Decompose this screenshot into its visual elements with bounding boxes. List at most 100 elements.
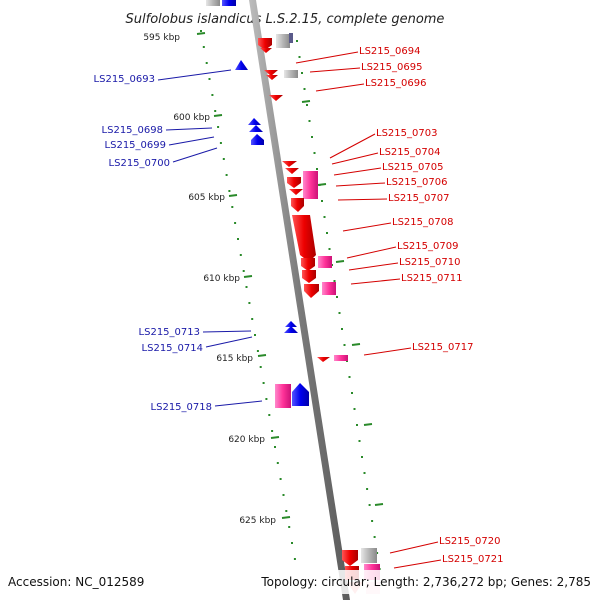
leader-line [315,83,365,92]
track-dot [268,414,271,416]
track-dot [288,526,291,528]
leader-line [363,347,412,356]
gene-arrow-reverse[interactable] [264,70,278,76]
leader-line [214,400,263,407]
gene-arrow-reverse[interactable] [258,38,272,50]
track-dot [356,424,358,426]
track-dot [225,174,228,176]
gene-feature[interactable] [275,384,291,408]
gene-arrow-reverse[interactable] [289,189,303,195]
gene-feature[interactable] [222,0,236,6]
tick-mark [363,423,373,426]
gene-label[interactable]: LS215_0714 [142,343,203,354]
gene-arrow-reverse[interactable] [260,48,272,53]
gene-label[interactable]: LS215_0710 [399,257,460,268]
gene-label[interactable]: LS215_0703 [376,128,437,139]
gene-feature[interactable] [284,70,298,78]
gene-feature[interactable] [361,548,377,563]
track-dot [219,142,222,144]
track-dot [298,56,301,58]
gene-label[interactable]: LS215_0706 [386,177,447,188]
tick-label: 615 kbp [216,354,253,364]
gene-arrow-reverse[interactable] [302,270,316,283]
gene-label[interactable]: LS215_0693 [94,74,155,85]
gene-arrow-forward[interactable] [249,125,263,132]
gene-feature[interactable] [318,256,332,268]
gene-label[interactable]: LS215_0705 [382,162,443,173]
track-dot [200,30,202,32]
track-dot [336,296,338,298]
tick-mark [335,260,345,263]
gene-arrow-reverse[interactable] [266,75,278,80]
tick-marks [196,32,384,519]
gene-feature[interactable] [206,0,220,6]
gene-arrow-reverse[interactable] [285,168,299,174]
gene-arrow-reverse[interactable] [287,177,301,188]
gene-label[interactable]: LS215_0708 [392,217,453,228]
gene-arrow-forward[interactable] [235,60,248,70]
gene-arrow-reverse[interactable] [269,95,283,101]
tick-mark [243,275,253,278]
gene-arrow-reverse[interactable] [304,284,319,298]
gene-label[interactable]: LS215_0709 [397,241,458,252]
track-dot [306,104,308,106]
gene-arrow-forward[interactable] [284,326,298,333]
gene-arrow-forward[interactable] [248,118,261,125]
gene-label[interactable]: LS215_0711 [401,273,462,284]
track-dot [276,462,279,464]
tick-mark [228,194,238,197]
track-dot [217,126,220,128]
gene-label[interactable]: LS215_0707 [388,193,449,204]
leader-line [342,222,392,232]
gene-feature[interactable] [334,355,348,361]
gene-label[interactable]: LS215_0718 [151,402,212,413]
track-dot [303,88,306,90]
track-dot [239,254,242,256]
gene-label[interactable]: LS215_0713 [139,327,200,338]
gene-arrow-reverse[interactable] [317,357,330,362]
tick-mark [351,343,361,346]
track-dot [301,72,303,74]
track-dot [231,206,234,208]
track-dot [274,446,276,448]
gene-label[interactable]: LS215_0717 [412,342,473,353]
gene-arrow-reverse[interactable] [292,215,316,262]
tick-label: 620 kbp [228,435,265,445]
track-dot [321,200,323,202]
leader-line [346,246,397,259]
gene-label[interactable]: LS215_0704 [379,147,440,158]
track-dot [214,110,217,112]
track-dot [279,478,282,480]
gene-feature[interactable] [303,171,318,199]
gene-label[interactable]: LS215_0721 [442,554,503,565]
gene-feature[interactable] [289,33,293,43]
track-dot [208,78,211,80]
track-dot [285,510,288,512]
leader-line [295,51,359,64]
reverse-gene-labels: LS215_0694 LS215_0695 LS215_0696 LS215_0… [359,46,503,565]
gene-label[interactable]: LS215_0720 [439,536,500,547]
gene-arrow-reverse[interactable] [342,550,358,566]
gene-label[interactable]: LS215_0696 [365,78,426,89]
gene-label[interactable]: LS215_0700 [109,158,170,169]
gene-arrow-reverse[interactable] [301,258,315,271]
track-dot [311,136,313,138]
gene-feature[interactable] [322,282,336,295]
leader-line [168,136,215,146]
accession-text: Accession: NC_012589 [8,575,144,589]
gene-label[interactable]: LS215_0694 [359,46,420,57]
gene-arrow-forward[interactable] [292,383,309,406]
tick-mark [270,436,280,439]
gene-label[interactable]: LS215_0695 [361,62,422,73]
gene-arrow-reverse[interactable] [291,198,304,212]
track-dot [205,62,208,64]
gene-arrow-forward[interactable] [285,321,297,327]
gene-label[interactable]: LS215_0698 [102,125,163,136]
gene-feature[interactable] [276,34,290,48]
gene-label[interactable]: LS215_0699 [105,140,166,151]
tick-label: 610 kbp [203,274,240,284]
gene-arrow-reverse[interactable] [282,161,297,167]
leader-line [205,336,253,348]
gene-arrow-forward[interactable] [251,134,264,145]
